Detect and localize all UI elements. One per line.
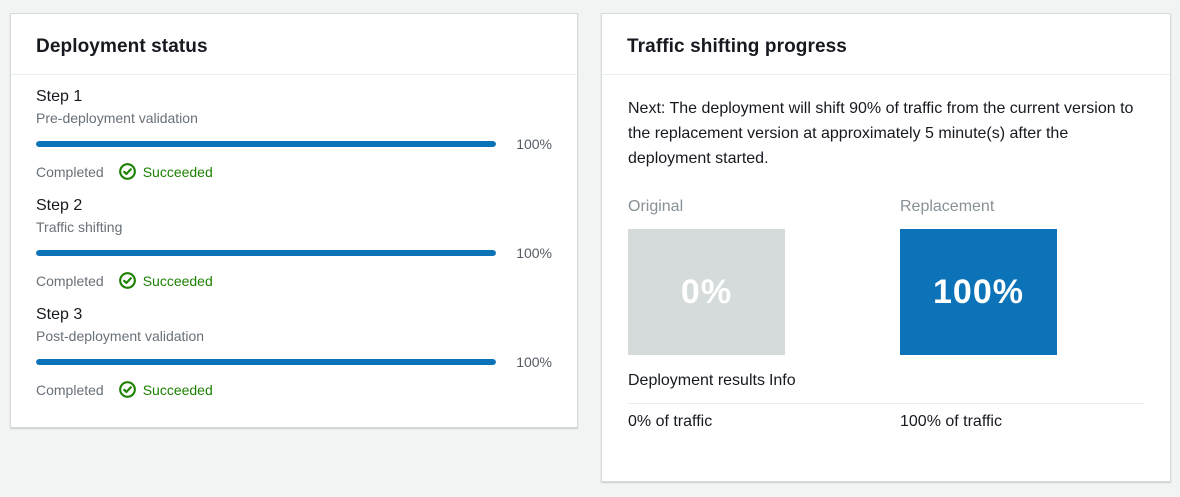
deployment-status-card: Deployment status Step 1 Pre-deployment …: [10, 13, 578, 428]
completed-label: Completed: [36, 381, 104, 398]
step-description: Post-deployment validation: [36, 328, 205, 344]
traffic-percent-row: 0% of traffic 100% of traffic: [628, 413, 1145, 431]
replacement-label: Replacement: [900, 198, 995, 215]
progress-bar: [36, 250, 496, 256]
replacement-percent-value: 100%: [933, 272, 1024, 311]
original-column: Original 0%: [628, 198, 900, 355]
succeeded-status: Succeeded: [118, 272, 213, 289]
progress-fill: [36, 359, 496, 365]
traffic-shifting-body: Next: The deployment will shift 90% of t…: [602, 75, 1170, 431]
original-label: Original: [628, 198, 684, 215]
deployment-results-row: Deployment results Info: [628, 372, 1145, 390]
replacement-traffic-label: 100% of traffic: [900, 413, 1002, 430]
progress-fill: [36, 250, 496, 256]
version-boxes-row: Original 0% Replacement 100%: [628, 198, 1145, 355]
success-check-icon: [118, 272, 136, 289]
progress-percent: 100%: [516, 245, 552, 261]
info-link[interactable]: Info: [768, 372, 796, 389]
step-name: Step 2: [36, 197, 83, 214]
traffic-shifting-header: Traffic shifting progress: [602, 14, 1170, 75]
succeeded-label: Succeeded: [142, 272, 213, 289]
progress-fill: [36, 141, 496, 147]
succeeded-label: Succeeded: [142, 163, 213, 180]
success-check-icon: [118, 163, 136, 180]
progress-bar: [36, 141, 496, 147]
page: Deployment status Step 1 Pre-deployment …: [10, 13, 1171, 482]
completed-label: Completed: [36, 272, 104, 289]
progress-row: 100%: [36, 245, 552, 261]
completed-label: Completed: [36, 163, 104, 180]
deployment-status-header: Deployment status: [11, 14, 577, 75]
progress-bar: [36, 359, 496, 365]
succeeded-status: Succeeded: [118, 381, 213, 398]
deployment-results-label: Deployment results: [628, 372, 765, 389]
progress-row: 100%: [36, 354, 552, 370]
original-percent-box: 0%: [628, 229, 785, 355]
step-description: Pre-deployment validation: [36, 110, 198, 126]
step-status: Completed Succeeded: [36, 163, 552, 180]
deployment-status-body: Step 1 Pre-deployment validation 100% Co…: [11, 75, 577, 398]
results-divider: [628, 403, 1145, 404]
replacement-column: Replacement 100%: [900, 198, 1145, 355]
replacement-percent-box: 100%: [900, 229, 1057, 355]
progress-percent: 100%: [516, 354, 552, 370]
step-name: Step 1: [36, 88, 83, 105]
step-status: Completed Succeeded: [36, 272, 552, 289]
traffic-shifting-card: Traffic shifting progress Next: The depl…: [601, 13, 1171, 482]
step-description: Traffic shifting: [36, 219, 123, 235]
progress-row: 100%: [36, 136, 552, 152]
deployment-status-title: Deployment status: [36, 36, 208, 57]
succeeded-status: Succeeded: [118, 163, 213, 180]
traffic-shifting-title: Traffic shifting progress: [627, 36, 847, 57]
next-step-message: Next: The deployment will shift 90% of t…: [628, 100, 1134, 167]
original-percent-value: 0%: [680, 272, 733, 311]
original-traffic-label: 0% of traffic: [628, 413, 713, 430]
step-2: Step 2 Traffic shifting 100% Completed: [36, 197, 552, 289]
succeeded-label: Succeeded: [142, 381, 213, 398]
step-1: Step 1 Pre-deployment validation 100% Co…: [36, 88, 552, 180]
progress-percent: 100%: [516, 136, 552, 152]
success-check-icon: [118, 381, 136, 398]
step-name: Step 3: [36, 306, 83, 323]
step-status: Completed Succeeded: [36, 381, 552, 398]
step-3: Step 3 Post-deployment validation 100% C…: [36, 306, 552, 398]
